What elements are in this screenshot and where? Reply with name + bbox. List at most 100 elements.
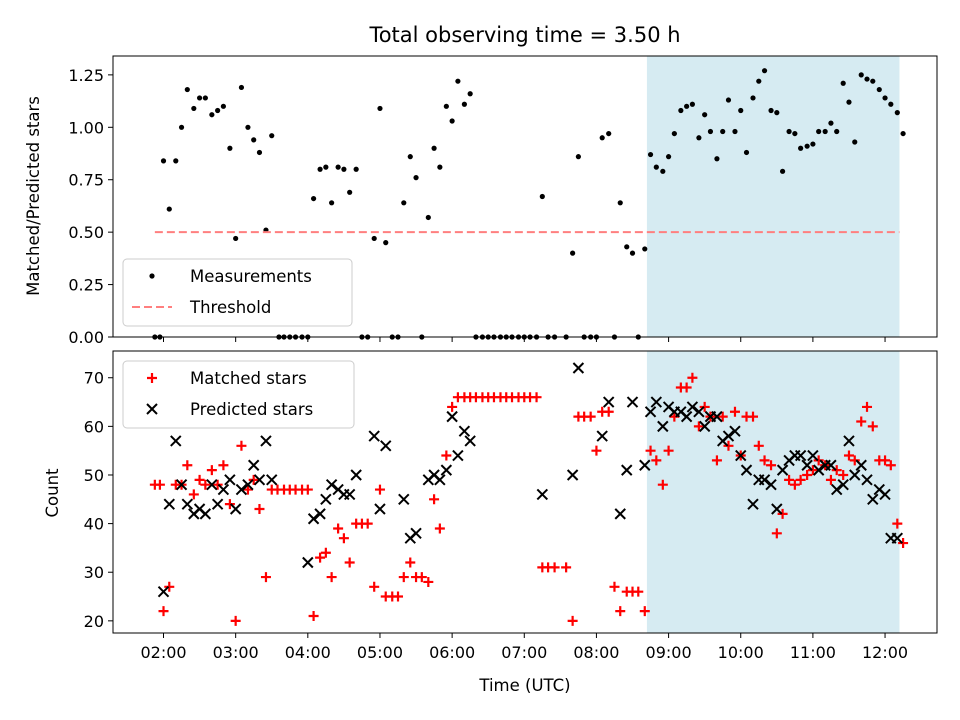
predicted-star-point xyxy=(211,498,224,510)
matched-star-point xyxy=(416,572,427,583)
measurement-point xyxy=(689,101,695,107)
matched-star-point xyxy=(158,606,169,617)
matched-star-point xyxy=(224,499,235,510)
measurement-point xyxy=(173,158,179,164)
measurement-point xyxy=(725,97,732,103)
measurement-point xyxy=(858,72,864,78)
predicted-star-point xyxy=(170,435,182,447)
legend-predicted-swatch xyxy=(146,403,158,415)
measurement-point xyxy=(617,200,623,206)
matched-star-point xyxy=(549,562,560,573)
predicted-star-point xyxy=(181,498,194,510)
measurement-point xyxy=(828,120,834,126)
measurement-point xyxy=(846,99,852,105)
measurement-point xyxy=(743,149,750,156)
bottom-y-axis: 20 30 40 50 60 70 xyxy=(84,369,113,631)
matched-star-point xyxy=(164,581,175,592)
top-y-axis-label: Matched/Predicted stars xyxy=(24,96,43,296)
legend-label: Predicted stars xyxy=(190,400,313,419)
predicted-star-point xyxy=(434,474,446,486)
measurement-point xyxy=(455,78,461,84)
matched-star-point xyxy=(813,455,824,466)
measurement-point xyxy=(810,141,816,147)
predicted-star-point xyxy=(680,410,693,423)
predicted-star-point xyxy=(452,449,464,462)
measurement-point xyxy=(738,107,744,114)
measurement-point xyxy=(431,145,437,151)
predicted-star-point xyxy=(657,420,669,433)
matched-star-point xyxy=(771,528,782,539)
matched-star-point xyxy=(609,581,620,592)
matched-star-point xyxy=(711,455,722,466)
measurement-point xyxy=(227,145,233,151)
matched-star-point xyxy=(862,401,873,412)
predicted-star-point xyxy=(879,488,891,501)
measurement-point xyxy=(539,193,545,200)
y-tick-label: 70 xyxy=(84,369,104,388)
matched-star-point xyxy=(393,591,404,602)
predicted-star-point xyxy=(374,503,386,515)
predicted-star-point xyxy=(843,435,855,447)
matched-star-point xyxy=(789,479,800,490)
measurement-point xyxy=(191,105,197,112)
measurement-point xyxy=(756,78,762,84)
predicted-star-point xyxy=(572,362,585,374)
measurement-point xyxy=(323,164,329,170)
predicted-star-point xyxy=(224,474,236,486)
matched-star-point xyxy=(248,474,259,485)
top-y-axis: 0.00 0.25 0.50 0.75 1.00 1.25 xyxy=(68,66,113,347)
predicted-star-point xyxy=(343,488,356,501)
predicted-star-point xyxy=(596,430,608,442)
predicted-star-point xyxy=(644,406,657,418)
measurement-point xyxy=(178,124,185,130)
bottom-panel: 20 30 40 50 60 70 02:00 03:00 04:00 05:00 06:00 07… xyxy=(43,350,938,695)
measurement-point xyxy=(251,137,257,143)
predicted-star-point xyxy=(325,478,338,491)
x-tick-label: 02:00 xyxy=(140,643,186,662)
measurement-point xyxy=(840,80,846,86)
y-tick-label: 0.75 xyxy=(68,171,104,190)
predicted-star-point xyxy=(765,478,777,491)
measurement-point xyxy=(888,101,894,107)
measurement-point xyxy=(413,175,419,181)
matched-star-point xyxy=(838,469,849,480)
matched-star-point xyxy=(717,411,728,422)
measurement-point xyxy=(684,103,690,109)
measurement-point xyxy=(834,128,840,135)
predicted-star-point xyxy=(855,459,867,471)
predicted-star-point xyxy=(867,493,879,506)
matched-star-point xyxy=(831,465,842,476)
matched-star-point xyxy=(315,552,326,563)
predicted-star-point xyxy=(350,469,362,481)
measurement-point xyxy=(768,107,774,114)
matched-star-point xyxy=(369,581,380,592)
predicted-star-point xyxy=(722,430,735,442)
measurement-point xyxy=(570,250,576,256)
top-data-marks xyxy=(152,68,906,340)
measurement-point xyxy=(310,195,317,202)
measurement-point xyxy=(660,168,666,174)
matched-star-point xyxy=(825,474,836,485)
matched-star-point xyxy=(194,474,205,485)
measurement-point xyxy=(353,166,359,172)
predicted-star-point xyxy=(771,503,783,515)
matched-star-point xyxy=(766,460,777,471)
predicted-star-point xyxy=(711,410,723,423)
y-tick-label: 60 xyxy=(84,417,104,436)
matched-star-point xyxy=(615,606,626,617)
measurement-point xyxy=(245,124,251,130)
measurement-point xyxy=(894,110,900,116)
predicted-star-point xyxy=(302,556,314,569)
measurement-point xyxy=(702,112,708,118)
predicted-star-point xyxy=(242,478,254,491)
matched-star-point xyxy=(230,615,241,626)
measurement-point xyxy=(160,158,167,164)
predicted-star-point xyxy=(247,459,260,471)
matched-star-point xyxy=(748,411,759,422)
x-tick-label: 05:00 xyxy=(357,643,403,662)
legend-label: Measurements xyxy=(190,267,312,286)
measurement-point xyxy=(816,128,822,135)
x-tick-label: 03:00 xyxy=(213,643,259,662)
matched-star-point xyxy=(429,494,440,505)
predicted-star-point xyxy=(602,396,615,408)
